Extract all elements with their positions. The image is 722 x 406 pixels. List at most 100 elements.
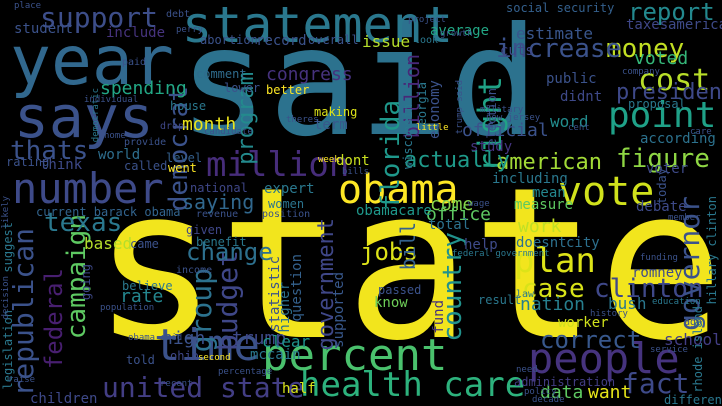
word-doesnt: doesnt [516, 235, 567, 251]
word-obamacare: obamacare [356, 203, 432, 219]
word-military: military [480, 105, 524, 115]
word-percent: percent [262, 330, 448, 381]
word-place: place [14, 1, 42, 11]
word-social-security: social security [506, 1, 615, 15]
word-work: work [518, 216, 562, 237]
word-education: education [652, 297, 701, 307]
word-proposal: proposal [628, 97, 686, 111]
word-ohio: ohio [170, 349, 199, 363]
word-official: official [462, 120, 549, 141]
word-america: america [668, 17, 722, 33]
word-paid: paid [122, 57, 147, 68]
word-taxes: taxes [626, 17, 669, 33]
word-higher: higher [277, 282, 293, 333]
word-health-care: health care [300, 365, 526, 405]
word-individual: individual [84, 95, 139, 105]
word-ago: ago [684, 317, 703, 328]
word-fact: fact [622, 367, 690, 400]
word-better: better [266, 83, 310, 97]
word-nation: nation [520, 294, 586, 315]
word-dont: dont [336, 153, 370, 169]
word-plan: plan [514, 241, 596, 281]
word-high: high [162, 328, 206, 349]
word-today: today [655, 168, 669, 205]
word-romney: romney [632, 265, 683, 281]
word-policy: policy [524, 387, 557, 397]
word-based: based [84, 234, 133, 253]
word-look: look [414, 35, 439, 46]
word-raise: raise [8, 375, 36, 385]
word-congress: congress [266, 64, 353, 85]
word-comment: comment [196, 67, 247, 81]
word-word: word [550, 112, 589, 131]
word-according: according [640, 131, 716, 147]
word-theres: theres [286, 115, 319, 125]
word-debate: debate [636, 199, 687, 215]
word-abortion: abortion [200, 33, 258, 47]
word-money: money [606, 34, 685, 64]
word-home: home [104, 131, 126, 141]
word-texas: texas [44, 208, 123, 238]
word-current-barack-obama: current barack obama [36, 205, 181, 219]
word-level: level [166, 151, 203, 165]
word-supported: supported [331, 272, 347, 348]
word-increase: increase [496, 34, 622, 64]
word-million: million [206, 145, 350, 185]
word-mccain: mccain [250, 347, 301, 363]
word-record: record [256, 33, 307, 49]
word-worker: worker [558, 315, 609, 331]
word-trump: trump [232, 328, 287, 349]
word-mean: mean [532, 185, 566, 201]
word-wage: wage [468, 199, 490, 209]
word-come: come [430, 194, 474, 215]
word-figure: figure [616, 144, 710, 174]
word-drop: drop [160, 121, 185, 132]
word-history: history [590, 309, 628, 319]
word-result: result [478, 293, 522, 307]
word-came: came [130, 237, 159, 251]
word-thats: thats [10, 136, 89, 166]
word-estimate: estimate [516, 24, 594, 43]
word-clinton: clinton [594, 274, 704, 304]
word-people: people [528, 334, 680, 383]
word-bill: bill [396, 222, 420, 271]
word-bush: bush [608, 294, 647, 313]
word-said: said [178, 0, 540, 170]
word-help: help [464, 237, 498, 253]
word-hillary-clinton: hillary clinton [705, 196, 719, 305]
word-national: national [190, 181, 248, 195]
word-week: week [318, 155, 340, 165]
word-american: american [496, 150, 602, 175]
word-overall: overall [308, 33, 359, 47]
word-united-state: united state [102, 371, 305, 404]
word-office: office [426, 204, 492, 225]
word-decade: decade [532, 395, 565, 405]
word-didnt: didnt [560, 89, 603, 105]
word-went: went [168, 161, 197, 175]
word-funding: funding [640, 253, 678, 263]
word-time: time [154, 320, 260, 371]
word-debt: debt [166, 9, 191, 20]
word-cuts: cuts [500, 43, 534, 59]
word-fund: fund [431, 300, 447, 334]
word-member: member [668, 213, 701, 223]
word-trump-said: trump said [455, 80, 465, 135]
word-likely: likely [1, 196, 11, 229]
word-student: student [14, 21, 74, 37]
word-believe: believe [122, 279, 173, 293]
word-include: include [106, 25, 166, 41]
word-month: month [182, 114, 237, 135]
word-know: know [374, 295, 408, 311]
word-saying: saying [182, 190, 255, 214]
word-perry: perry [176, 25, 204, 35]
word-school: school [664, 330, 722, 349]
word-half: half [282, 381, 316, 397]
word-support: support [40, 1, 159, 34]
word-provide: provide [124, 137, 167, 148]
word-vote: vote [558, 169, 655, 215]
word-benefit: benefit [196, 235, 247, 249]
word-voted: voted [634, 48, 689, 69]
word-different: different [664, 393, 722, 406]
word-service: service [650, 345, 688, 355]
word-federal: federal [40, 268, 68, 370]
